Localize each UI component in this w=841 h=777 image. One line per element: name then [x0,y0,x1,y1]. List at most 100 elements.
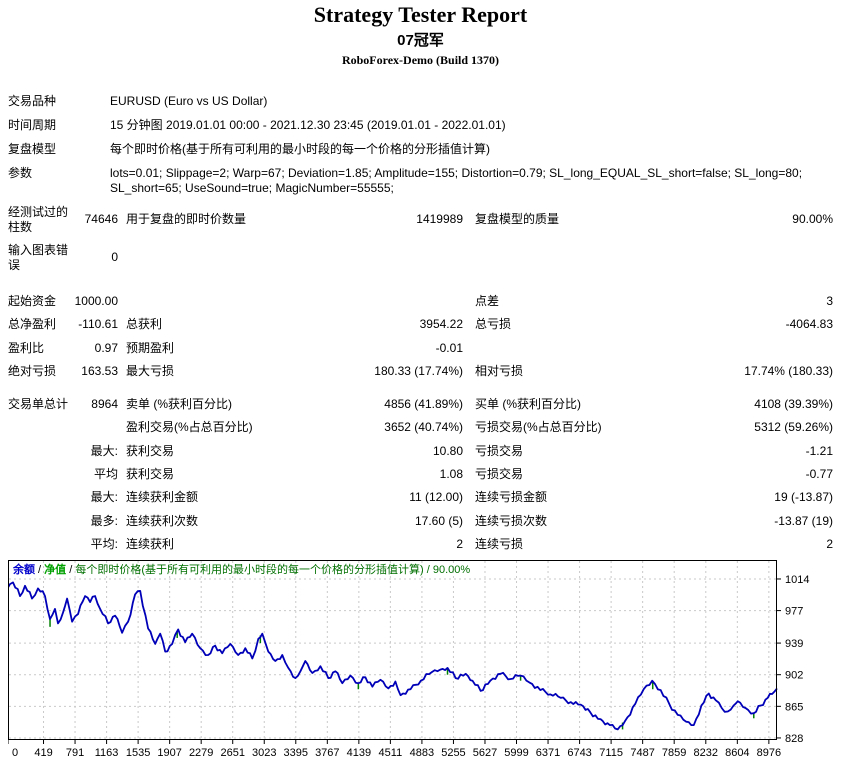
stat-value-left: 8964 [91,397,118,412]
stat-value-left: 74646 [84,212,118,227]
stat-label-left: 经测试过的柱数 [8,205,69,234]
x-tick-label: 7859 [662,747,686,758]
stat-row: 盈利比 0.97 预期盈利 -0.01 [8,341,833,356]
y-tick-label: 977 [785,606,803,618]
x-tick-label: 2279 [189,747,213,758]
stat-value-left: 最多: [90,513,118,528]
x-tick-label: 8604 [725,747,749,758]
stat-value-mid: 3954.22 [419,317,463,332]
stat-value-right: -4064.83 [785,317,833,332]
stat-value-right: 17.74% (180.33) [744,363,833,378]
info-label: 复盘模型 [8,142,57,156]
server-build: RoboForex-Demo (Build 1370) [341,53,500,67]
stat-label-mid: 卖单 (%获利百分比) [126,397,232,412]
info-value: EURUSD (Euro vs US Dollar) [110,94,268,108]
x-tick-label: 8976 [757,747,781,758]
section-spacer [8,281,833,294]
stat-right-group: 买单 (%获利百分比) 4108 (39.39%) [463,397,833,412]
legend-quality-value: / 90.00% [423,564,471,577]
stat-mid-group: 用于复盘的即时价数量 1419989 [118,212,463,227]
stat-label-mid: 连续获利 [126,536,175,551]
x-tick-label: 4883 [410,747,434,758]
stat-label-mid: 总获利 [126,317,163,332]
stat-value-mid: 3652 (40.74%) [384,420,463,435]
stat-mid-group: 卖单 (%获利百分比) 4856 (41.89%) [118,397,463,412]
stat-mid-group: 预期盈利 -0.01 [118,341,463,356]
x-tick-label: 5255 [441,747,465,758]
section-spacer [8,387,833,397]
stat-row: 总净盈利 -110.61 总获利 3954.22 总亏损 -4064.83 [8,317,833,332]
info-label: 交易品种 [8,94,57,108]
stat-label-mid: 获利交易 [126,443,175,458]
stat-value-left: 163.53 [81,363,118,378]
stat-row: 经测试过的柱数 74646 用于复盘的即时价数量 1419989 复盘模型的质量 90.0… [8,205,833,234]
stat-row: 最大: 获利交易 10.80 亏损交易 -1.21 [8,444,833,459]
stat-label-left [8,467,68,482]
stat-label-right: 亏损交易 [475,467,524,482]
x-tick-label: 6743 [567,747,591,758]
stat-mid-group: 连续获利次数 17.60 (5) [118,514,463,529]
stat-row: 最多: 连续获利次数 17.60 (5) 连续亏损次数 -13.87 (19) [8,514,833,529]
info-value: 15 分钟图 2019.01.01 00:00 - 2021.12.30 23:… [110,118,506,132]
info-row: 参数 lots=0.01; Slippage=2; Warp=67; Deviat… [8,166,833,196]
stat-mid-group: 获利交易 1.08 [118,467,463,482]
stat-value-left: 平均 [93,467,118,482]
stat-value-right: -13.87 (19) [774,513,833,528]
x-tick-label: 7115 [599,747,623,758]
stat-label-right: 复盘模型的质量 [475,212,560,227]
stat-row: 最大: 连续获利金额 11 (12.00) 连续亏损金额 19 (-13.87) [8,490,833,505]
stat-label-left [8,490,68,505]
legend-balance-label: 余额 [13,564,35,577]
stat-label-left: 起始资金 [8,294,57,308]
stat-label-left [8,537,68,552]
stat-row: 输入图表错误 0 [8,243,833,272]
stat-mid-group: 连续获利 2 [118,537,463,552]
stat-value-right: 5312 (59.26%) [754,420,833,435]
stat-value-right: 19 (-13.87) [774,490,833,505]
stat-right-group [463,341,833,356]
stat-label-left: 总净盈利 [8,317,57,332]
stat-mid-group: 最大亏损 180.33 (17.74%) [118,364,463,379]
y-tick-label: 902 [785,670,803,682]
stat-value-mid: 17.60 (5) [414,513,463,528]
legend-equity-label: 净值 [44,564,67,577]
stat-right-group: 亏损交易(%占总百分比) 5312 (59.26%) [463,420,833,435]
stat-label-mid: 连续获利金额 [126,490,199,505]
stat-value-right: 4108 (39.39%) [754,397,833,412]
stat-value-mid: 1.08 [439,467,463,482]
info-label: 时间周期 [8,118,57,132]
x-tick-label: 6371 [536,747,560,758]
stat-mid-group [118,294,463,309]
x-tick-label: 1535 [126,747,150,758]
legend-model-label: 每个即时价格(基于所有可利用的最小时段的每一个价格的分形插值计算) [75,564,424,577]
y-tick-label: 828 [785,733,803,745]
stat-label-mid: 盈利交易(%占总百分比) [126,420,253,435]
stat-value-mid: 1419989 [416,212,463,227]
stat-label-left: 盈利比 [8,340,45,355]
stat-label-left [8,514,68,529]
info-row: 复盘模型 每个即时价格(基于所有可利用的最小时段的每一个价格的分形插值计算) [8,142,833,157]
x-tick-label: 4139 [347,747,371,758]
stat-value-left: 最大: [90,490,118,505]
stat-label-right: 亏损交易(%占总百分比) [475,420,602,435]
y-tick-label: 1014 [785,574,809,586]
stat-value-right: 90.00% [792,212,833,227]
info-row: 交易品种 EURUSD (Euro vs US Dollar) [8,94,833,109]
stat-label-right: 买单 (%获利百分比) [475,397,581,412]
stat-label-left: 交易单总计 [8,397,69,412]
chart-legend: 余额 / 净值 / 每个即时价格(基于所有可利用的最小时段的每一个价格的分形插值… [13,564,471,577]
stat-row: 起始资金 1000.00 点差 3 [8,294,833,309]
stat-value-right: -0.77 [805,467,833,482]
stat-label-right: 连续亏损金额 [475,490,548,505]
x-tick-label: 5999 [504,747,528,758]
stat-row: 交易单总计 8964 卖单 (%获利百分比) 4856 (41.89%) 买单 (%获利… [8,397,833,412]
y-tick-label: 939 [785,638,803,650]
x-tick-label: 0 [12,747,18,758]
x-tick-label: 791 [66,747,84,758]
stat-row: 盈利交易(%占总百分比) 3652 (40.74%) 亏损交易(%占总百分比) 531… [8,420,833,435]
stat-label-right: 亏损交易 [475,443,524,458]
stat-value-left: 0.97 [94,340,118,355]
x-tick-label: 1907 [157,747,181,758]
stat-value-left: 平均: [90,536,118,551]
stat-value-mid: -0.01 [435,340,463,355]
